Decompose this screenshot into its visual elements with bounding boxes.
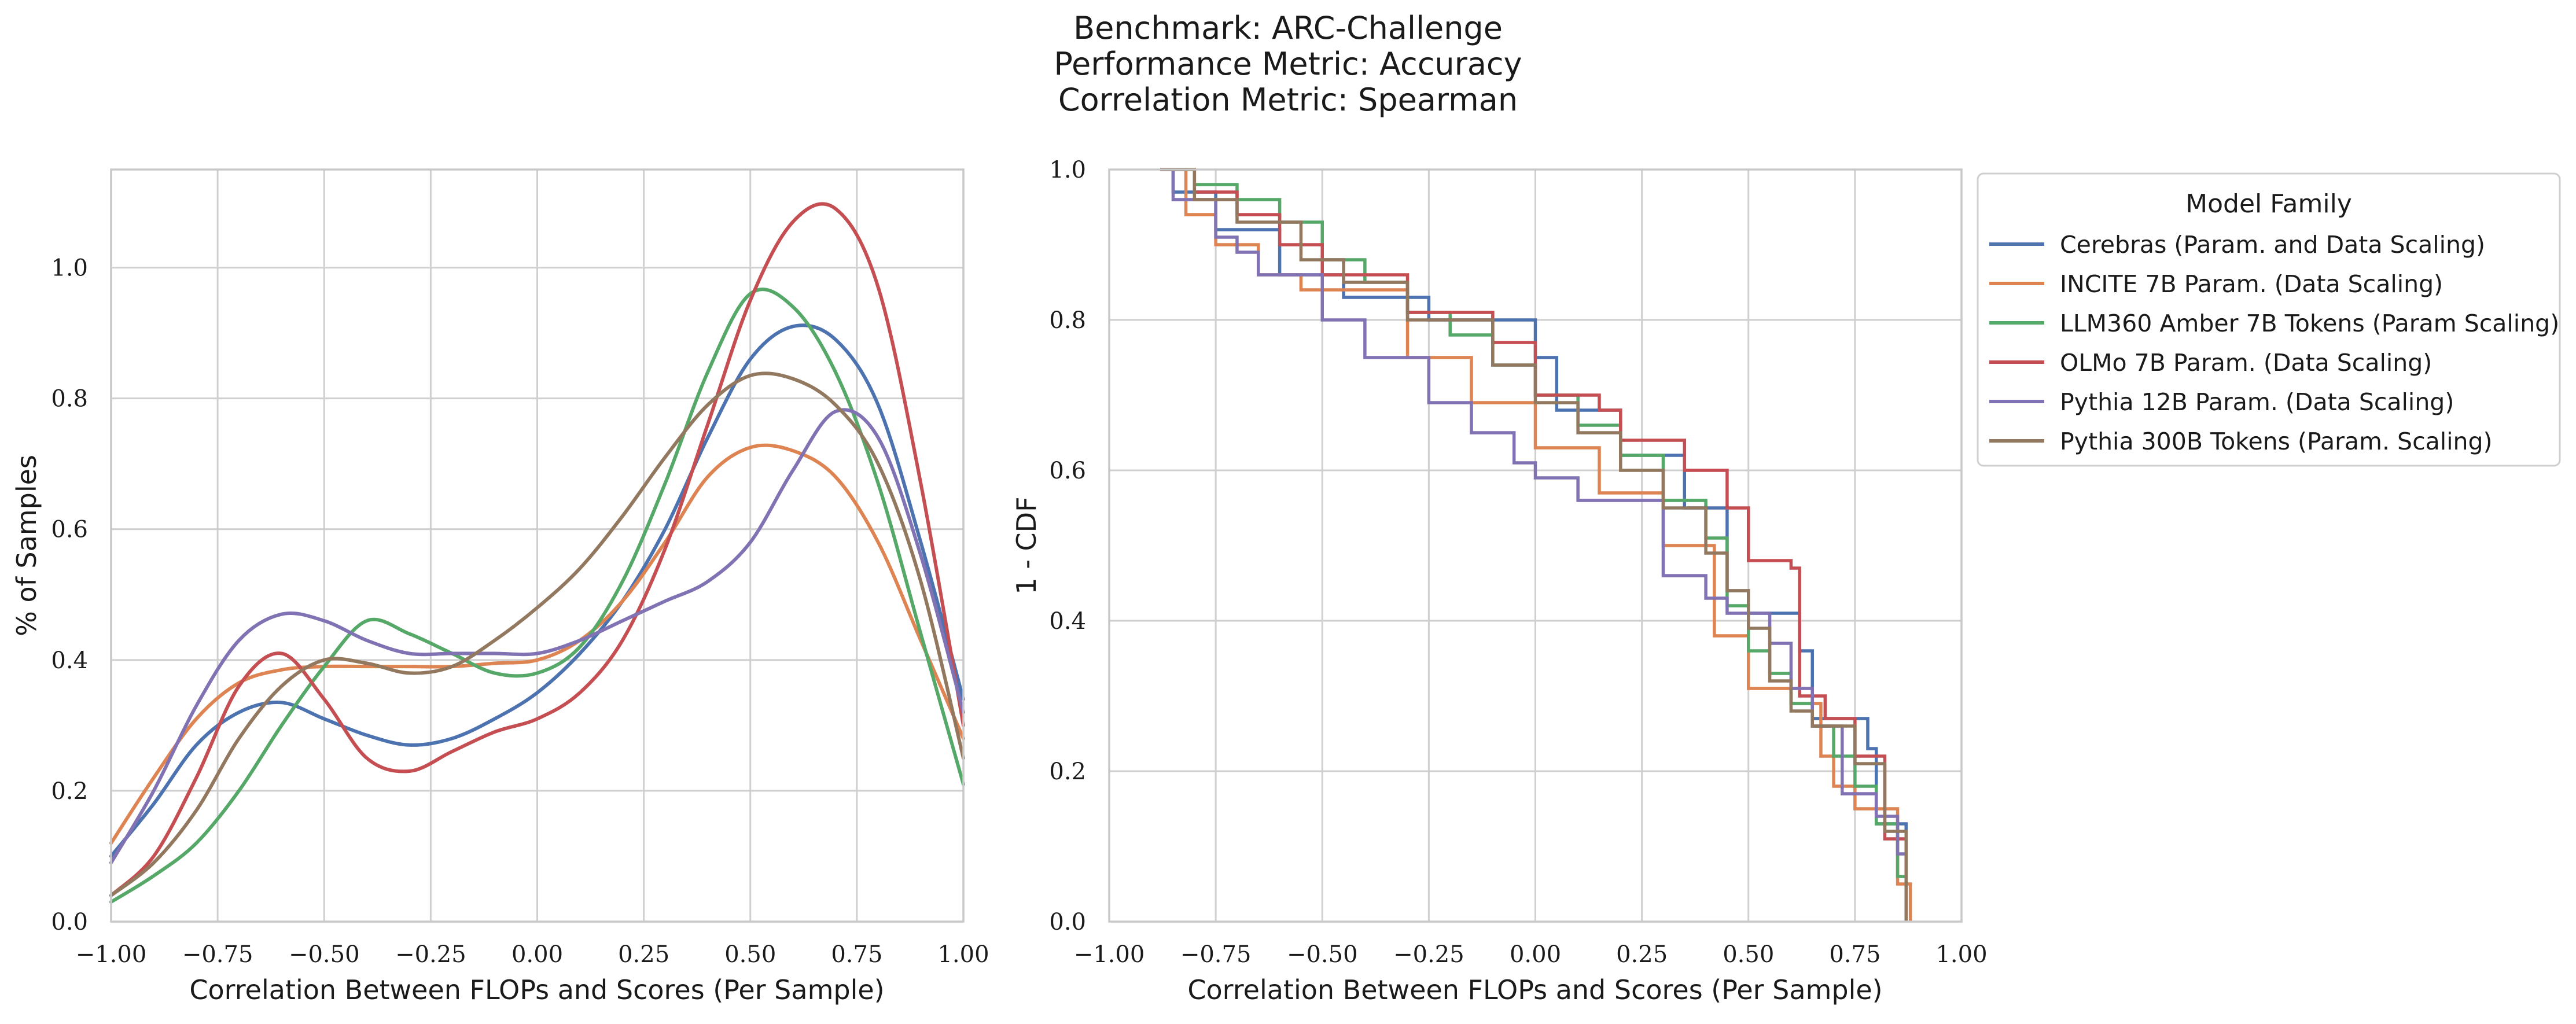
survival-series-pythia-300b-tokens-param-scaling [1160, 168, 1908, 922]
survival-x-axis-label: Correlation Between FLOPs and Scores (Pe… [1187, 974, 1882, 1005]
kde-y-axis-label: % of Samples [11, 455, 42, 636]
kde-gridlines [110, 170, 965, 923]
title-line-2: Performance Metric: Accuracy [1054, 46, 1522, 82]
kde-y-tick-label: 0.6 [51, 517, 88, 543]
legend-item-pythia-300b-tokens-param-scaling: Pythia 300B Tokens (Param. Scaling) [1989, 428, 2493, 455]
kde-plot: −1.00 −0.75 −0.50 −0.25 0.00 0.25 0.50 0.75 1.00… [11, 168, 989, 1005]
survival-x-tick-label: −0.25 [1393, 941, 1464, 968]
legend-items: Cerebras (Param. and Data Scaling) INCITE… [1989, 231, 2559, 455]
kde-y-tick-label: 1.0 [51, 255, 88, 282]
survival-x-tick-label: 0.00 [1510, 941, 1561, 968]
kde-x-axis-label: Correlation Between FLOPs and Scores (Pe… [189, 974, 884, 1005]
kde-series-cerebras-param-and-data-scaling [109, 323, 965, 858]
kde-x-tick-label: −1.00 [76, 941, 147, 968]
title-line-1: Benchmark: ARC-Challenge [1073, 10, 1503, 46]
kde-y-tick-labels: 0.0 0.2 0.4 0.6 0.8 1.0 [51, 255, 88, 935]
survival-curves [1160, 168, 1912, 922]
survival-series-cerebras-param-and-data-scaling [1160, 168, 1908, 922]
legend-label: OLMo 7B Param. (Data Scaling) [2060, 349, 2432, 377]
survival-gridlines [1108, 168, 1963, 923]
survival-plot: −1.00 −0.75 −0.50 −0.25 0.00 0.25 0.50 0.75 1.00… [1011, 157, 1988, 1005]
survival-plot-frame [1108, 168, 1963, 923]
survival-y-tick-label: 0.8 [1049, 307, 1086, 334]
kde-x-tick-label: −0.25 [395, 941, 466, 968]
kde-y-tick-label: 0.0 [51, 909, 88, 935]
kde-x-tick-label: 0.75 [831, 941, 882, 968]
survival-series-llm360-amber-7b-tokens-param-scaling [1160, 168, 1908, 922]
legend-item-olmo-7b-param-data-scaling: OLMo 7B Param. (Data Scaling) [1989, 349, 2432, 377]
kde-plot-frame [110, 168, 965, 923]
survival-series-olmo-7b-param-data-scaling [1160, 168, 1908, 922]
survival-x-tick-label: −0.75 [1180, 941, 1252, 968]
survival-x-tick-labels: −1.00 −0.75 −0.50 −0.25 0.00 0.25 0.50 0.75 1.00 [1074, 941, 1988, 968]
survival-y-tick-label: 0.4 [1049, 608, 1086, 635]
legend-label: Pythia 300B Tokens (Param. Scaling) [2060, 428, 2493, 455]
kde-x-tick-label: −0.50 [289, 941, 360, 968]
legend-label: INCITE 7B Param. (Data Scaling) [2060, 270, 2443, 298]
survival-y-tick-label: 0.0 [1049, 909, 1086, 935]
legend-item-incite-7b-param-data-scaling: INCITE 7B Param. (Data Scaling) [1989, 270, 2443, 298]
survival-y-tick-labels: 0.0 0.2 0.4 0.6 0.8 1.0 [1049, 157, 1086, 935]
survival-x-tick-label: −0.50 [1287, 941, 1358, 968]
kde-x-tick-label: 0.50 [724, 941, 776, 968]
kde-series-olmo-7b-param-data-scaling [109, 202, 965, 897]
survival-y-tick-label: 1.0 [1049, 157, 1086, 183]
legend-item-cerebras-param-and-data-scaling: Cerebras (Param. and Data Scaling) [1989, 231, 2485, 259]
kde-curves [109, 202, 965, 904]
kde-y-tick-label: 0.8 [51, 386, 88, 412]
kde-x-tick-label: −0.75 [182, 941, 253, 968]
kde-x-tick-labels: −1.00 −0.75 −0.50 −0.25 0.00 0.25 0.50 0.75 1.00 [76, 941, 989, 968]
legend-box [1977, 172, 2561, 467]
legend-label: Cerebras (Param. and Data Scaling) [2060, 231, 2485, 259]
kde-series-pythia-300b-tokens-param-scaling [109, 371, 965, 897]
survival-x-tick-label: 0.50 [1723, 941, 1774, 968]
title-line-3: Correlation Metric: Spearman [1058, 82, 1518, 118]
kde-x-tick-label: 0.00 [511, 941, 563, 968]
survival-y-axis-label: 1 - CDF [1011, 496, 1042, 594]
kde-y-tick-label: 0.4 [51, 647, 88, 674]
survival-y-tick-label: 0.6 [1049, 458, 1086, 484]
survival-x-tick-label: 0.25 [1616, 941, 1668, 968]
legend-label: LLM360 Amber 7B Tokens (Param Scaling) [2060, 310, 2559, 337]
legend-item-pythia-12b-param-data-scaling: Pythia 12B Param. (Data Scaling) [1989, 388, 2454, 416]
survival-x-tick-label: 1.00 [1935, 941, 1987, 968]
kde-series-pythia-12b-param-data-scaling [109, 408, 965, 865]
figure-title: Benchmark: ARC-Challenge Performance Met… [1054, 10, 1522, 118]
legend-label: Pythia 12B Param. (Data Scaling) [2060, 388, 2454, 416]
legend-title: Model Family [2185, 189, 2352, 219]
survival-series-pythia-12b-param-data-scaling [1160, 168, 1908, 922]
kde-y-tick-label: 0.2 [51, 778, 88, 805]
legend-item-llm360-amber-7b-tokens-param-scaling: LLM360 Amber 7B Tokens (Param Scaling) [1989, 310, 2559, 337]
legend: Model Family Cerebras (Param. and Data S… [1977, 172, 2561, 467]
survival-x-tick-label: −1.00 [1074, 941, 1145, 968]
kde-x-tick-label: 1.00 [937, 941, 989, 968]
kde-x-tick-label: 0.25 [618, 941, 669, 968]
survival-x-tick-label: 0.75 [1829, 941, 1881, 968]
survival-y-tick-label: 0.2 [1049, 758, 1086, 785]
